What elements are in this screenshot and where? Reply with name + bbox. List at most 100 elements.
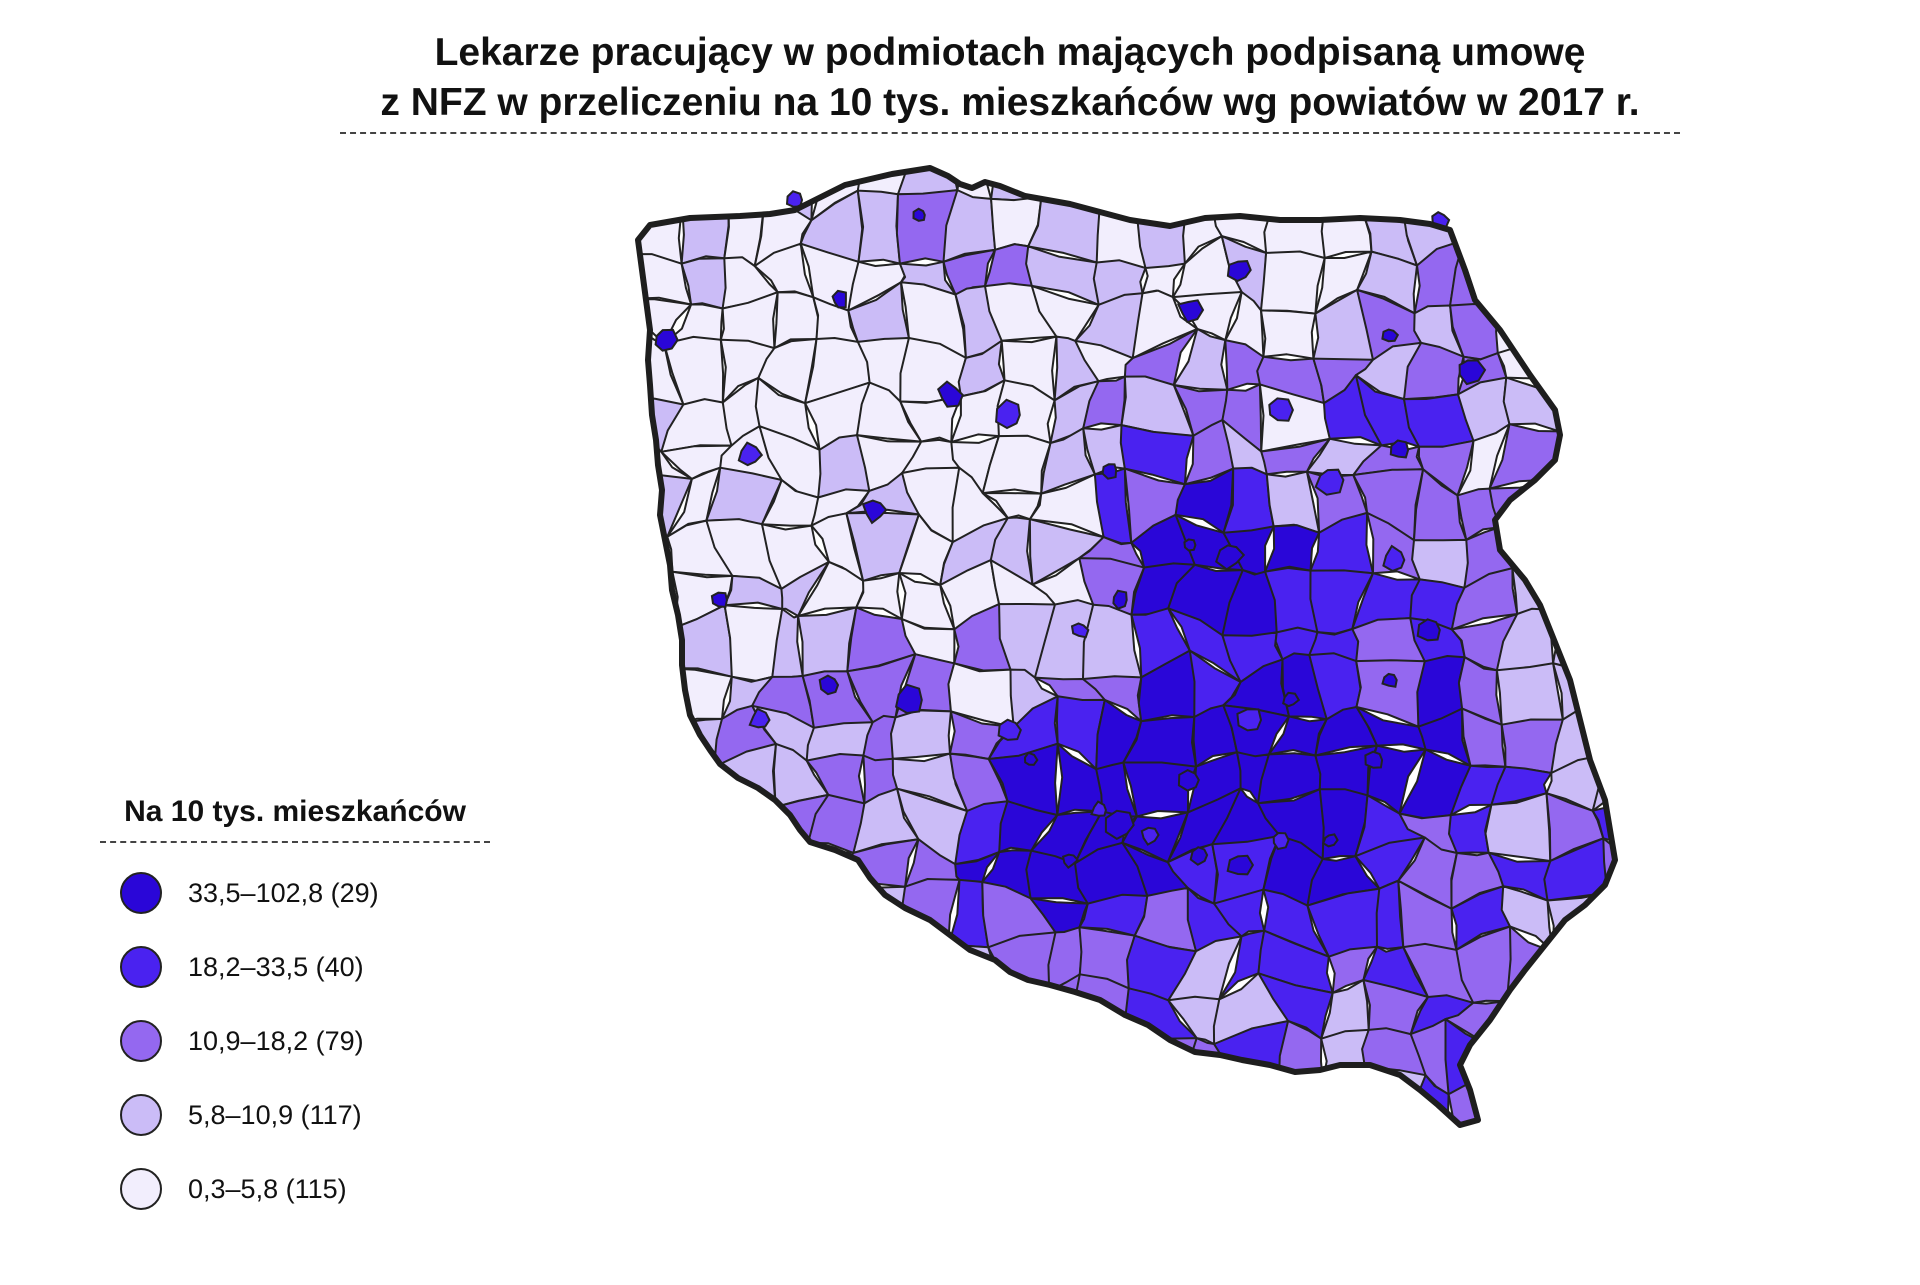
district [674,838,731,910]
city-district [894,683,923,715]
district-polygons [627,168,1700,1233]
district [1136,168,1187,219]
city-district [1215,544,1246,571]
legend-label: 33,5–102,8 (29) [188,877,379,908]
district [915,1078,938,1125]
district [1270,1080,1329,1125]
district [662,926,729,1004]
district [1636,378,1691,442]
district [638,625,676,670]
district [797,971,860,1033]
district [1352,1065,1427,1125]
title-line-2: z NFZ w przeliczeniu na 10 tys. mieszkań… [380,81,1640,124]
district [638,698,691,773]
district [1354,168,1409,222]
district [767,841,817,885]
district [638,926,676,998]
district [1602,837,1615,894]
legend-items: 33,5–102,8 (29) 18,2–33,5 (40) 10,9–18,2… [100,871,490,1211]
district [1147,1121,1190,1125]
district [1545,1120,1607,1125]
district [1593,657,1615,718]
legend-swatch [120,1094,162,1136]
district [1655,889,1690,937]
district [1634,710,1687,746]
district [1579,1118,1615,1125]
district [1175,1173,1226,1214]
country-outline [635,165,1618,1128]
district [677,1077,721,1125]
district [1401,168,1479,214]
district [1149,1170,1188,1228]
legend-item: 5,8–10,9 (117) [100,1093,490,1137]
district [1632,487,1698,538]
district [994,979,1051,1040]
district [638,838,683,905]
district [1637,247,1683,304]
district [723,168,766,206]
district [1643,1159,1685,1209]
district [1552,329,1604,397]
district [1270,168,1332,208]
district [892,980,968,1045]
city-district [748,707,771,729]
district [1173,168,1243,214]
district [680,1021,726,1095]
district [627,1165,691,1223]
legend-label: 10,9–18,2 (79) [188,1025,364,1056]
district [1593,603,1615,665]
district [1628,840,1700,894]
district [1186,1075,1230,1125]
city-district [1389,439,1410,459]
city-district [1183,538,1197,552]
district [994,1165,1059,1231]
district [720,983,776,1050]
district [1642,931,1691,981]
district [638,656,683,724]
district [1546,168,1608,213]
district [638,1077,683,1125]
district [848,976,911,1039]
legend-item: 33,5–102,8 (29) [100,871,490,915]
city-district [995,398,1021,430]
city-district [1416,618,1441,642]
district [759,937,831,986]
city-district [1381,672,1398,688]
city-district [1226,854,1255,876]
district [937,1136,1003,1175]
district [1103,1170,1153,1228]
district [1320,1028,1370,1083]
district [1589,523,1615,568]
district [1451,1158,1516,1220]
district [682,765,729,804]
district [1601,168,1615,217]
city-district [936,380,964,408]
district [981,1023,1059,1093]
legend-swatch [120,872,162,914]
legend: Na 10 tys. mieszkańców 33,5–102,8 (29) 1… [100,795,490,1241]
district [896,1161,944,1230]
district [908,1035,968,1085]
city-district [1140,826,1160,846]
legend-label: 5,8–10,9 (117) [188,1099,362,1130]
district [1487,201,1557,252]
district [1597,891,1615,941]
district [672,899,731,956]
district [1557,387,1605,438]
district [1260,250,1326,315]
district [759,879,831,945]
city-district [1061,853,1080,869]
district [1174,1122,1228,1125]
legend-swatch [120,946,162,988]
legend-swatch [120,1168,162,1210]
district [684,1159,728,1221]
district [1489,1158,1554,1233]
district [1627,795,1699,845]
district [1589,247,1615,305]
legend-swatch [120,1020,162,1062]
district [1488,1121,1555,1125]
district [675,1118,729,1125]
city-district [997,718,1022,741]
city-district [1268,397,1294,422]
district [1215,1172,1291,1211]
